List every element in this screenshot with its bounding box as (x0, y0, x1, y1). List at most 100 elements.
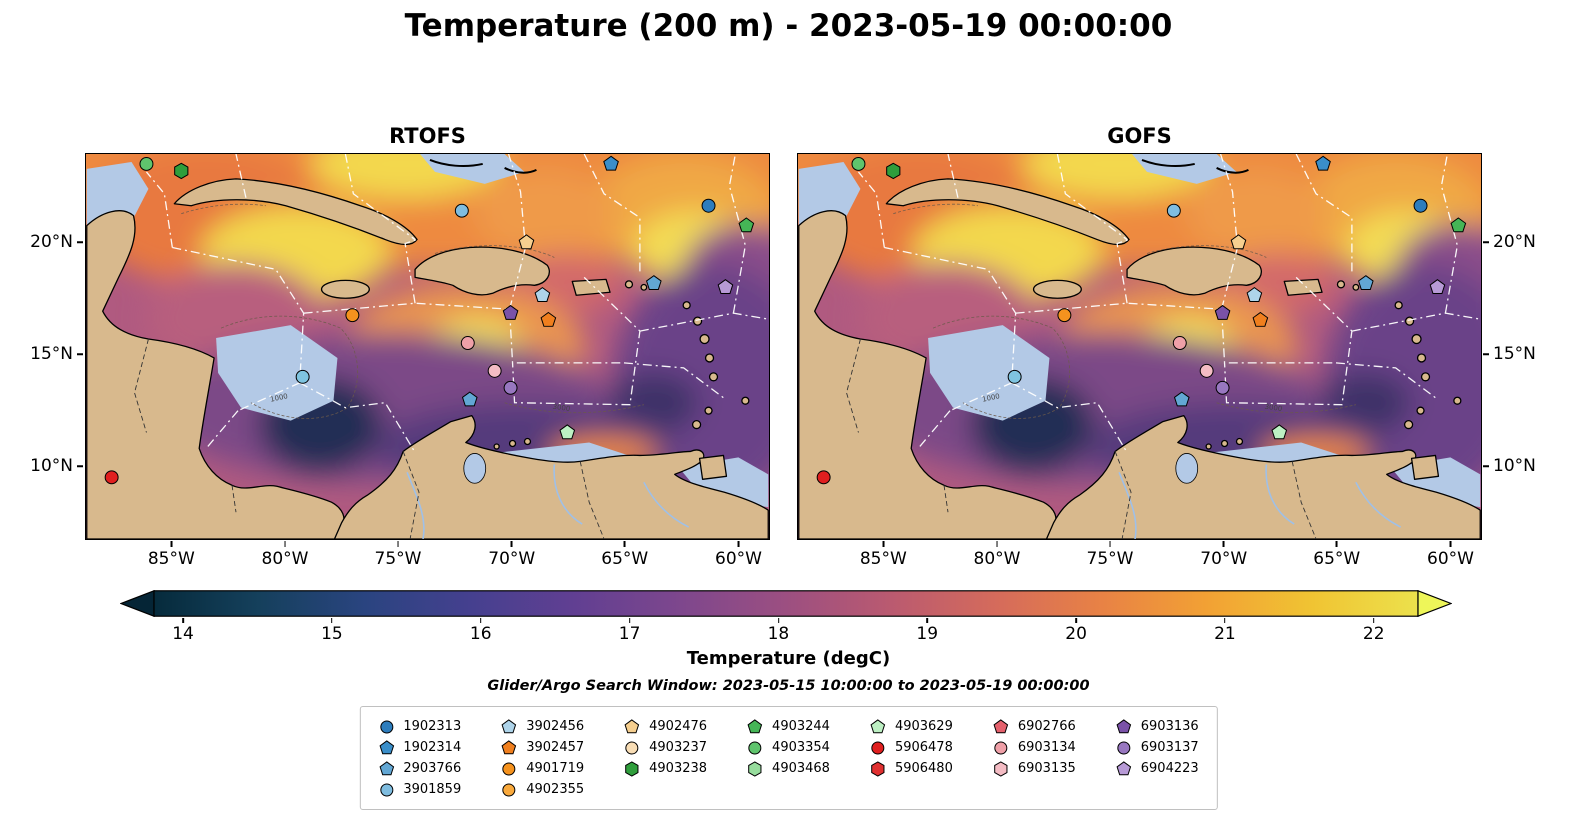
colorbar-tick: 18 (768, 618, 789, 644)
platform-id: 6903135 (1017, 761, 1076, 776)
pentagon-marker-icon (501, 718, 517, 733)
legend-item-4903354: 4903354 (747, 737, 830, 758)
colorbar (120, 590, 1452, 617)
pentagon-marker-icon (501, 739, 517, 754)
pentagon-marker-icon (534, 287, 551, 302)
hexagon-marker-icon (174, 162, 189, 180)
pentagon-marker-icon (747, 718, 763, 733)
circle-marker-icon (139, 156, 154, 171)
pentagon-marker-icon (1116, 760, 1132, 775)
lon-tick: 70°W (488, 541, 535, 569)
lon-tick-label: 60°W (715, 549, 762, 569)
legend-item-6903137: 6903137 (1116, 737, 1199, 758)
panel-title-gofs: GOFS (1107, 124, 1172, 148)
colorbar-label: Temperature (degC) (686, 648, 891, 669)
legend-item-2903766: 2903766 (378, 758, 461, 779)
pentagon-marker-icon (379, 760, 394, 775)
circle-marker-icon (104, 470, 119, 485)
circle-marker-icon (994, 741, 1008, 754)
hexagon-marker-icon (994, 760, 1008, 777)
colorbar-tick-label: 17 (618, 624, 641, 644)
platform-id: 4903629 (894, 719, 953, 734)
pentagon-marker-icon (1450, 217, 1467, 233)
lon-tick: 60°W (715, 541, 762, 569)
colorbar-tick-label: 22 (1362, 624, 1385, 644)
circle-marker-icon (379, 783, 393, 796)
hexagon-marker-icon (886, 162, 901, 180)
platform-id: 3902456 (526, 719, 585, 734)
pentagon-marker-icon (502, 304, 519, 320)
panel-rtofs (85, 153, 770, 540)
lon-axis-rtofs: 85°W 80°W 75°W 70°W 65°W 60°W (85, 541, 770, 577)
pentagon-marker-icon (870, 718, 886, 733)
pentagon-marker-icon (645, 275, 662, 291)
circle-marker-icon (1413, 198, 1428, 213)
colorbar-ticks: 14 15 16 17 18 19 20 21 22 (154, 618, 1418, 648)
lon-tick-label: 85°W (147, 549, 195, 569)
legend-item-4903237: 4903237 (624, 737, 707, 758)
circle-marker-icon (871, 741, 885, 754)
platform-id: 4903237 (649, 740, 708, 755)
legend-item-1902314: 1902314 (378, 737, 461, 758)
colorbar-tick: 19 (916, 618, 938, 644)
pentagon-marker-icon (1116, 718, 1132, 733)
colorbar-tick-label: 21 (1214, 624, 1236, 644)
circle-marker-icon (748, 741, 762, 754)
legend-item-4903244: 4903244 (747, 716, 830, 737)
legend-item-3902456: 3902456 (501, 716, 584, 737)
lon-tick-label: 70°W (1200, 549, 1248, 569)
pentagon-marker-icon (717, 279, 734, 294)
pentagon-marker-icon (1315, 155, 1331, 171)
colorbar-tick-label: 16 (469, 624, 492, 644)
pentagon-marker-icon (870, 718, 886, 733)
colorbar-tick: 21 (1214, 618, 1236, 644)
circle-marker-icon (1215, 380, 1230, 395)
pentagon-marker-icon (1173, 391, 1190, 407)
pentagon-marker-icon (603, 155, 619, 171)
circle-marker-icon (487, 363, 502, 378)
circle-marker-icon (1166, 203, 1181, 218)
hexagon-marker-icon (748, 760, 762, 777)
circle-marker-icon (502, 783, 516, 796)
lat-tick-label: 20°N (30, 232, 73, 252)
legend-item-3902457: 3902457 (501, 737, 584, 758)
legend-column: 1902313 1902314 2903766 3901859 (378, 716, 461, 800)
circle-marker-icon (816, 470, 831, 485)
legend-item-4903629: 4903629 (870, 716, 953, 737)
legend-item-5906478: 5906478 (870, 737, 953, 758)
lat-tick-label: 15°N (1493, 344, 1536, 365)
legend-item-6904223: 6904223 (1116, 758, 1199, 779)
lon-tick-label: 70°W (488, 549, 536, 569)
colorbar-tick: 16 (470, 618, 492, 644)
legend-item-1902313: 1902313 (378, 716, 461, 737)
legend-item-3901859: 3901859 (378, 779, 461, 800)
colorbar-tick-label: 14 (172, 624, 194, 644)
colorbar-tick: 20 (1065, 618, 1087, 644)
lon-tick: 75°W (1087, 541, 1134, 569)
circle-marker-icon (1007, 369, 1022, 384)
circle-marker-icon (851, 156, 866, 171)
pentagon-marker-icon (501, 718, 517, 733)
lon-tick: 65°W (1313, 541, 1360, 569)
pentagon-marker-icon (461, 391, 478, 407)
platform-id: 5906480 (894, 761, 953, 776)
circle-marker-icon (502, 762, 516, 775)
hexagon-marker-icon (994, 760, 1008, 777)
legend-column: 4902476 4903237 4903238 (624, 716, 707, 800)
circle-marker-icon (994, 741, 1008, 754)
circle-marker-icon (379, 720, 393, 733)
lon-tick-label: 80°W (973, 549, 1021, 569)
platform-id: 1902314 (403, 740, 462, 755)
lon-tick: 85°W (148, 541, 195, 569)
circle-marker-icon (379, 783, 393, 796)
circle-marker-icon (502, 762, 516, 775)
lon-tick: 80°W (973, 541, 1021, 569)
hexagon-marker-icon (625, 760, 639, 777)
legend-item-4903468: 4903468 (747, 758, 830, 779)
legend-column: 4903244 4903354 4903468 (747, 716, 830, 800)
platform-id: 2903766 (403, 761, 462, 776)
platform-id: 4901719 (526, 761, 585, 776)
circle-marker-icon (1057, 308, 1072, 323)
platform-id: 4903238 (649, 761, 708, 776)
legend-column: 6903136 6903137 6904223 (1116, 716, 1199, 800)
